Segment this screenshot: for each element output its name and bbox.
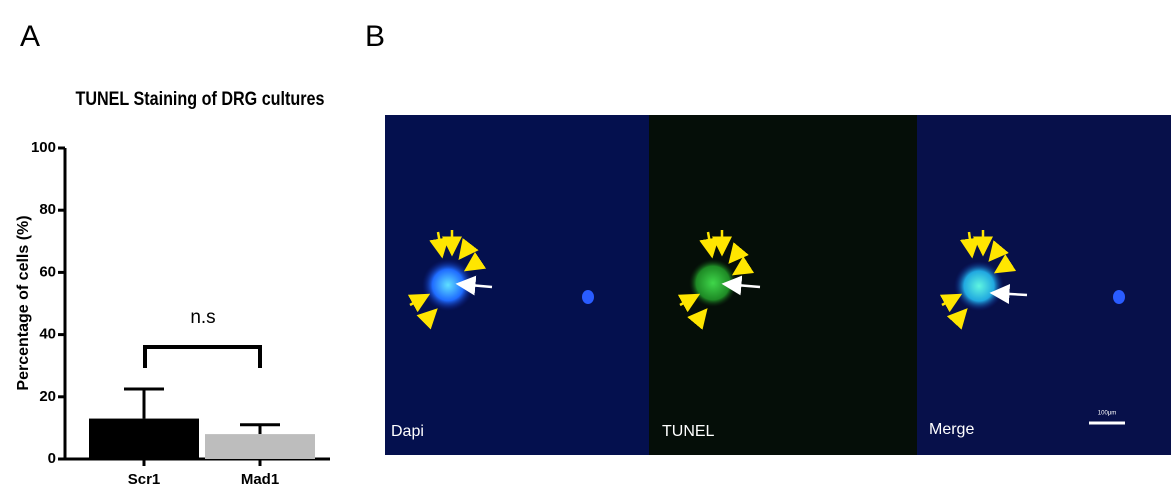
y-tick-label: 60 xyxy=(39,263,56,280)
x-tick-label: Mad1 xyxy=(241,471,279,488)
y-tick-label: 0 xyxy=(48,450,56,467)
image-label: Merge xyxy=(929,421,974,438)
y-tick-label: 20 xyxy=(39,388,56,405)
y-tick-label: 40 xyxy=(39,326,56,343)
panel-label: A xyxy=(20,20,40,53)
x-tick-label: Scr1 xyxy=(128,471,161,488)
scale-bar-label: 100μm xyxy=(1098,411,1116,417)
image-label: TUNEL xyxy=(662,423,715,440)
plot: 0 20 40 60 80 100 Scr1 Mad1 xyxy=(31,139,330,488)
image-label: Dapi xyxy=(391,423,424,440)
bar xyxy=(89,419,199,459)
panel-label: B xyxy=(365,20,385,53)
y-tick-label: 80 xyxy=(39,201,56,218)
figure: A B TUNEL Staining of DRG cultures Perce… xyxy=(0,0,1171,492)
annotation: n.s xyxy=(190,307,215,328)
bar xyxy=(205,434,315,459)
micrographs: 100μm Dapi TUNEL Merge xyxy=(385,115,1171,455)
y-axis-label: Percentage of cells (%) xyxy=(15,215,32,390)
y-tick-label: 100 xyxy=(31,139,56,156)
bracket xyxy=(145,347,260,368)
chart-title: TUNEL Staining of DRG cultures xyxy=(75,88,324,110)
